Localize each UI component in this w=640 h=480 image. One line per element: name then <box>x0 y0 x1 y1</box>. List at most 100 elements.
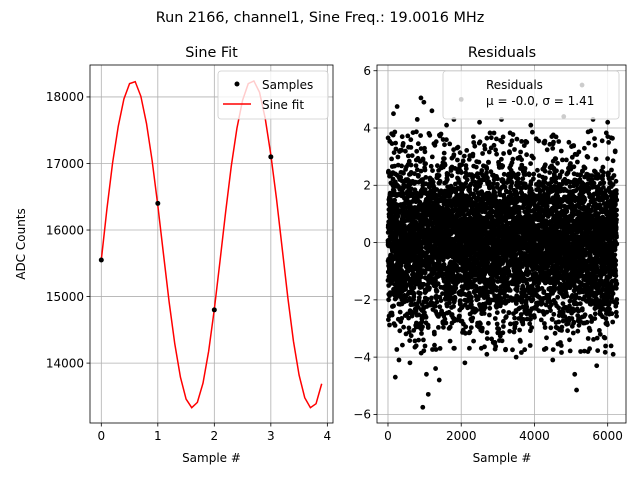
residual-point <box>550 146 556 151</box>
residual-point <box>486 149 492 155</box>
residual-point <box>405 153 411 159</box>
residual-point <box>432 303 438 309</box>
residual-point <box>514 136 520 142</box>
residual-point <box>389 156 394 162</box>
residual-point <box>524 152 529 158</box>
residual-point <box>399 147 404 153</box>
residual-point <box>513 320 519 326</box>
residual-point <box>419 331 424 336</box>
residual-point <box>463 324 469 330</box>
residual-point <box>478 321 483 327</box>
residual-point <box>421 348 427 354</box>
residual-point <box>526 172 532 178</box>
residual-point <box>400 342 405 348</box>
residual-point <box>491 130 497 136</box>
residual-point <box>532 314 537 320</box>
residual-point <box>399 316 405 321</box>
residual-point <box>394 347 400 352</box>
residual-point <box>398 263 404 269</box>
residual-point <box>391 303 396 309</box>
residual-point <box>459 162 465 168</box>
sine-fit-xtick-label: 1 <box>154 429 162 443</box>
residual-point <box>420 157 426 163</box>
residual-point <box>527 343 533 348</box>
residual-point <box>411 328 417 333</box>
sine-fit-grid <box>90 65 333 423</box>
residual-point <box>434 187 440 192</box>
residual-point <box>406 329 412 335</box>
residual-point <box>422 187 428 193</box>
residual-point <box>447 300 452 306</box>
residuals-title: Residuals <box>468 45 536 61</box>
residual-point <box>524 139 530 145</box>
residual-point <box>421 337 426 343</box>
residual-point <box>544 147 550 153</box>
residual-point <box>392 323 398 328</box>
residual-point <box>488 135 494 141</box>
sample-point <box>268 154 274 160</box>
residual-point <box>413 163 419 169</box>
residual-point <box>429 154 435 160</box>
residual-point <box>416 295 422 300</box>
residual-point <box>496 326 502 332</box>
residual-point <box>435 163 440 169</box>
residual-point <box>399 163 404 169</box>
residual-point <box>386 297 391 303</box>
residual-point <box>435 281 441 287</box>
residual-point <box>401 170 406 176</box>
residual-point <box>492 316 498 321</box>
residual-point <box>491 142 497 148</box>
residual-point <box>556 305 561 311</box>
residual-point <box>437 304 443 310</box>
residual-point <box>467 329 473 335</box>
residual-point <box>463 166 469 172</box>
residual-point <box>419 319 425 325</box>
residual-point <box>438 298 444 303</box>
residual-point <box>522 347 528 353</box>
residual-point <box>419 245 424 250</box>
residual-point <box>443 320 449 326</box>
residual-point <box>405 133 411 139</box>
residual-point <box>416 337 421 343</box>
residual-point <box>519 139 524 144</box>
residual-point <box>444 177 450 183</box>
residual-point <box>408 186 414 192</box>
sine-fit-xtick-label: 3 <box>267 429 275 443</box>
residual-point <box>441 324 446 330</box>
residual-point <box>477 139 483 145</box>
residual-point <box>500 163 506 169</box>
residual-point <box>395 213 401 219</box>
residual-point <box>479 325 485 331</box>
sine-fit-legend: Samples Sine fit <box>217 70 329 120</box>
residual-point <box>529 325 535 330</box>
residual-point <box>555 160 560 166</box>
residual-point <box>541 289 547 294</box>
residual-point <box>442 316 448 322</box>
residual-point <box>416 173 421 178</box>
residual-point <box>542 321 547 326</box>
residual-point <box>467 345 472 351</box>
sine-fit-title: Sine Fit <box>185 45 238 61</box>
residual-point <box>484 330 490 336</box>
residual-point <box>481 311 487 316</box>
sine-fit-curve <box>100 79 323 409</box>
sample-point <box>211 307 217 313</box>
residual-point <box>424 296 430 302</box>
residual-point <box>500 134 506 140</box>
residual-point <box>423 314 429 320</box>
residual-point <box>392 197 397 203</box>
residual-point <box>408 162 414 168</box>
residual-point <box>476 159 482 165</box>
sine-fit-ytick-label: 15000 <box>46 290 84 304</box>
residual-point <box>429 295 434 301</box>
residual-point <box>499 139 505 145</box>
residual-point <box>484 166 490 172</box>
residual-point <box>442 162 448 168</box>
residual-point <box>474 308 479 313</box>
residual-point <box>427 132 433 138</box>
residual-point <box>515 176 521 182</box>
residual-point <box>530 129 535 135</box>
residual-point <box>470 315 476 321</box>
sample-point <box>98 257 104 263</box>
